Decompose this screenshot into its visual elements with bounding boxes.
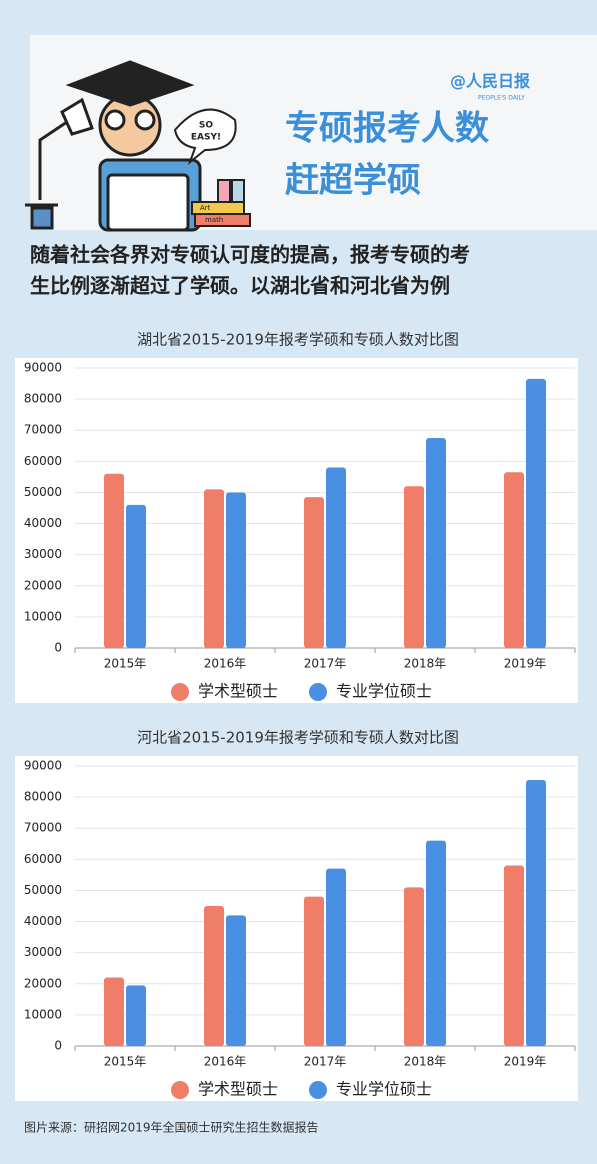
chart-title: 河北省2015-2019年报考学硕和专硕人数对比图 [137,729,459,747]
y-tick-label: 40000 [24,914,62,928]
y-tick-label: 10000 [24,1007,62,1021]
chart-panel [15,358,578,703]
legend-marker [171,683,189,701]
y-tick-label: 0 [54,1039,62,1053]
y-tick-label: 50000 [24,485,62,499]
x-tick-label: 2017年 [304,657,347,671]
source: 图片来源：研招网2019年全国硕士研究生招生数据报告 [24,1120,319,1135]
y-tick-label: 20000 [24,976,62,990]
y-tick-label: 70000 [24,423,62,437]
bar [204,489,224,648]
bubble-text: EASY! [191,133,221,143]
logo: @人民日报 [450,72,530,91]
bar [226,492,246,648]
chart-panel [15,756,578,1101]
y-tick-label: 90000 [24,759,62,773]
chart-title: 湖北省2015-2019年报考学硕和专硕人数对比图 [137,331,459,349]
bar [326,868,346,1046]
bar [504,865,524,1046]
y-tick-label: 40000 [24,516,62,530]
bar [226,915,246,1046]
y-tick-label: 60000 [24,852,62,866]
y-tick-label: 30000 [24,945,62,959]
bar [126,985,146,1046]
y-tick-label: 80000 [24,392,62,406]
legend-label: 专业学位硕士 [336,682,432,701]
bar [326,467,346,648]
bar [526,780,546,1046]
bar [504,472,524,648]
bar [104,977,124,1046]
illustration [25,60,251,232]
headline: 赶超学硕 [285,161,421,201]
bar [404,486,424,648]
legend-marker [309,683,327,701]
x-tick-label: 2019年 [504,1055,547,1069]
y-tick-label: 70000 [24,821,62,835]
bar [126,504,146,648]
legend-label: 专业学位硕士 [336,1080,432,1099]
bar [526,378,546,648]
x-tick-label: 2018年 [404,1055,447,1069]
y-tick-label: 20000 [24,578,62,592]
legend-marker [309,1081,327,1099]
bar [426,438,446,648]
intro-text: 随着社会各界对专硕认可度的提高，报考专硕的考 [30,243,470,267]
bar [304,896,324,1046]
book-label: Art [200,204,211,212]
y-tick-label: 50000 [24,883,62,897]
bar [304,497,324,648]
y-tick-label: 80000 [24,790,62,804]
x-tick-label: 2018年 [404,657,447,671]
logo-sub: PEOPLE'S DAILY [478,95,525,102]
x-tick-label: 2017年 [304,1055,347,1069]
x-tick-label: 2015年 [104,657,147,671]
bar [426,840,446,1046]
headline: 专硕报考人数 [285,109,489,149]
y-tick-label: 60000 [24,454,62,468]
y-tick-label: 30000 [24,547,62,561]
y-tick-label: 0 [54,641,62,655]
book-label: math [205,216,223,224]
bar [204,906,224,1046]
x-tick-label: 2019年 [504,657,547,671]
bar [104,473,124,648]
legend-label: 学术型硕士 [198,682,278,701]
legend-marker [171,1081,189,1099]
legend-label: 学术型硕士 [198,1080,278,1099]
bubble-text: SO [199,121,213,131]
y-tick-label: 10000 [24,609,62,623]
bar [404,887,424,1046]
intro-text: 生比例逐渐超过了学硕。以湖北省和河北省为例 [30,274,450,298]
y-tick-label: 90000 [24,361,62,375]
x-tick-label: 2016年 [204,1055,247,1069]
x-tick-label: 2015年 [104,1055,147,1069]
x-tick-label: 2016年 [204,657,247,671]
